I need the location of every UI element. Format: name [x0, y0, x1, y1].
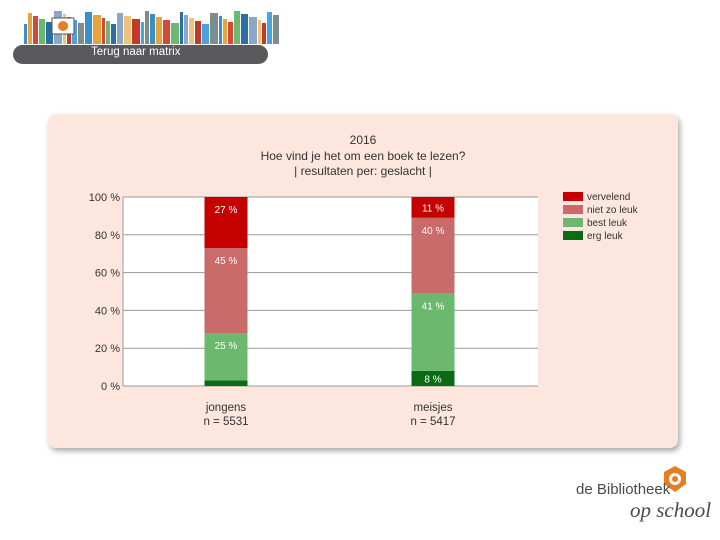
book-spine: [117, 13, 123, 44]
category-label: jongens: [205, 402, 247, 414]
back-to-matrix-label: Terug naar matrix: [91, 46, 181, 58]
book-spine: [132, 19, 140, 44]
y-tick-label: 40 %: [95, 305, 120, 317]
category-n-label: n = 5417: [410, 416, 455, 428]
book-spine: [150, 14, 155, 44]
book-spine: [234, 11, 240, 44]
legend-swatch: [563, 231, 583, 240]
category-label: meisjes: [414, 402, 453, 414]
book-spine: [163, 20, 170, 44]
book-spine: [24, 24, 27, 44]
book-spine: [210, 13, 218, 44]
data-label: 11 %: [422, 203, 444, 214]
y-tick-label: 60 %: [95, 268, 120, 280]
book-spine: [111, 24, 116, 44]
bar-segment: [204, 380, 248, 386]
book-spine: [223, 19, 227, 44]
legend-label: erg leuk: [587, 231, 624, 242]
data-label: 40 %: [422, 226, 445, 237]
bar-segment: [411, 370, 455, 386]
book-spine: [258, 20, 261, 44]
book-spine: [262, 23, 266, 44]
bar-segment: [204, 248, 248, 334]
book-spine: [273, 15, 279, 44]
bar-segment: [204, 197, 248, 249]
y-tick-label: 20 %: [95, 343, 120, 355]
chart-title: 2016: [350, 133, 377, 147]
logo-line2: op school: [630, 498, 712, 522]
bar-segment: [411, 197, 455, 218]
book-spine: [228, 22, 233, 44]
book-spine: [33, 16, 38, 44]
data-label: 25 %: [215, 341, 238, 352]
book-spine: [156, 17, 162, 44]
book-spine: [46, 22, 53, 44]
book-spine: [124, 16, 131, 44]
data-label: 45 %: [215, 256, 238, 267]
book-spine: [180, 12, 183, 44]
data-label: 8 %: [424, 374, 441, 385]
legend-label: vervelend: [587, 192, 630, 203]
book-spine: [106, 21, 110, 44]
bibliotheek-logo-icon: [664, 466, 686, 492]
y-tick-label: 100 %: [89, 192, 120, 204]
data-label: 41 %: [422, 301, 445, 312]
book-spine: [78, 23, 84, 44]
plot-area: [123, 197, 538, 386]
book-spine: [28, 13, 32, 44]
data-label: 27 %: [215, 205, 238, 216]
book-spine: [85, 12, 92, 44]
laptop-logo-icon: [58, 21, 68, 31]
books-banner-icon: [24, 11, 279, 44]
logo-line1: de Bibliotheek: [576, 481, 671, 498]
chart-subtitle: Hoe vind je het om een boek te lezen?: [261, 149, 466, 163]
book-spine: [267, 12, 272, 44]
book-spine: [241, 14, 248, 44]
legend-swatch: [563, 218, 583, 227]
book-spine: [141, 22, 144, 44]
book-spine: [202, 24, 209, 44]
book-spine: [39, 19, 45, 44]
legend-label: niet zo leuk: [587, 205, 639, 216]
legend-swatch: [563, 192, 583, 201]
bar-segment: [411, 293, 455, 371]
book-spine: [189, 18, 194, 44]
chart-card: 0 % 20 % 40 % 60 % 80 % 100 % 2016 Hoe vind je …: [48, 114, 678, 448]
legend-label: best leuk: [587, 218, 628, 229]
bibliotheek-logo: de Bibliotheek op school: [576, 464, 711, 524]
book-spine: [145, 11, 149, 44]
chart: 0 % 20 % 40 % 60 % 80 % 100 % 2016 Hoe vind je …: [89, 133, 639, 428]
book-spine: [171, 23, 179, 44]
bar-segment: [204, 333, 248, 381]
legend-swatch: [563, 205, 583, 214]
bar-segment: [411, 217, 455, 294]
category-n-label: n = 5531: [203, 416, 248, 428]
y-tick-label: 0 %: [101, 381, 120, 393]
book-spine: [102, 18, 105, 44]
book-spine: [249, 17, 257, 44]
y-tick-label: 80 %: [95, 230, 120, 242]
book-spine: [93, 15, 101, 44]
back-to-matrix-button[interactable]: Terug naar matrix: [13, 45, 268, 64]
book-spine: [219, 16, 222, 44]
book-spine: [195, 21, 201, 44]
chart-subtitle-2: | resultaten per: geslacht |: [294, 164, 432, 178]
book-spine: [184, 15, 188, 44]
